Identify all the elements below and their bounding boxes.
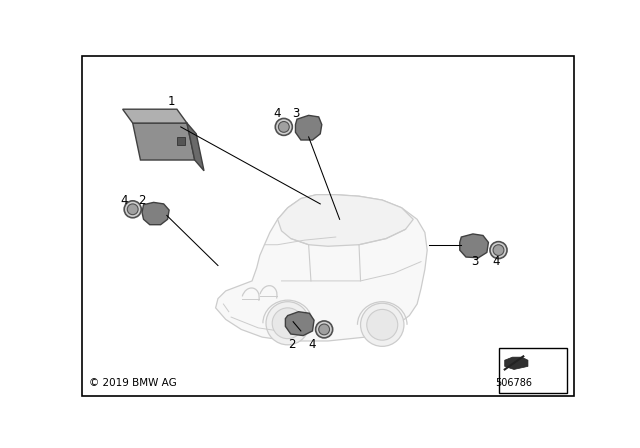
Polygon shape bbox=[142, 202, 169, 225]
Circle shape bbox=[493, 245, 504, 255]
Circle shape bbox=[316, 321, 333, 338]
Text: 4: 4 bbox=[120, 194, 128, 207]
Circle shape bbox=[319, 324, 330, 335]
Text: © 2019 BMW AG: © 2019 BMW AG bbox=[90, 378, 177, 388]
Text: 506786: 506786 bbox=[495, 378, 532, 388]
Polygon shape bbox=[296, 116, 322, 140]
Text: 4: 4 bbox=[274, 108, 282, 121]
Circle shape bbox=[278, 121, 289, 132]
Circle shape bbox=[272, 308, 303, 339]
Text: 4: 4 bbox=[308, 338, 316, 351]
Text: 2: 2 bbox=[138, 194, 146, 207]
Circle shape bbox=[266, 302, 309, 345]
Text: 4: 4 bbox=[492, 255, 500, 268]
Text: 3: 3 bbox=[292, 108, 299, 121]
Polygon shape bbox=[123, 109, 187, 123]
Polygon shape bbox=[216, 195, 428, 341]
Bar bbox=[499, 348, 566, 392]
Polygon shape bbox=[278, 195, 413, 246]
Circle shape bbox=[367, 310, 397, 340]
Polygon shape bbox=[187, 123, 204, 171]
Circle shape bbox=[127, 204, 138, 215]
Circle shape bbox=[360, 303, 404, 346]
Polygon shape bbox=[132, 123, 195, 160]
Text: 3: 3 bbox=[472, 255, 479, 268]
Polygon shape bbox=[285, 312, 314, 336]
Circle shape bbox=[124, 201, 141, 218]
Polygon shape bbox=[177, 137, 184, 145]
Polygon shape bbox=[460, 234, 488, 258]
Polygon shape bbox=[505, 357, 528, 370]
Circle shape bbox=[490, 241, 507, 258]
Text: 1: 1 bbox=[168, 95, 175, 108]
Text: 2: 2 bbox=[288, 338, 295, 351]
Circle shape bbox=[275, 118, 292, 135]
